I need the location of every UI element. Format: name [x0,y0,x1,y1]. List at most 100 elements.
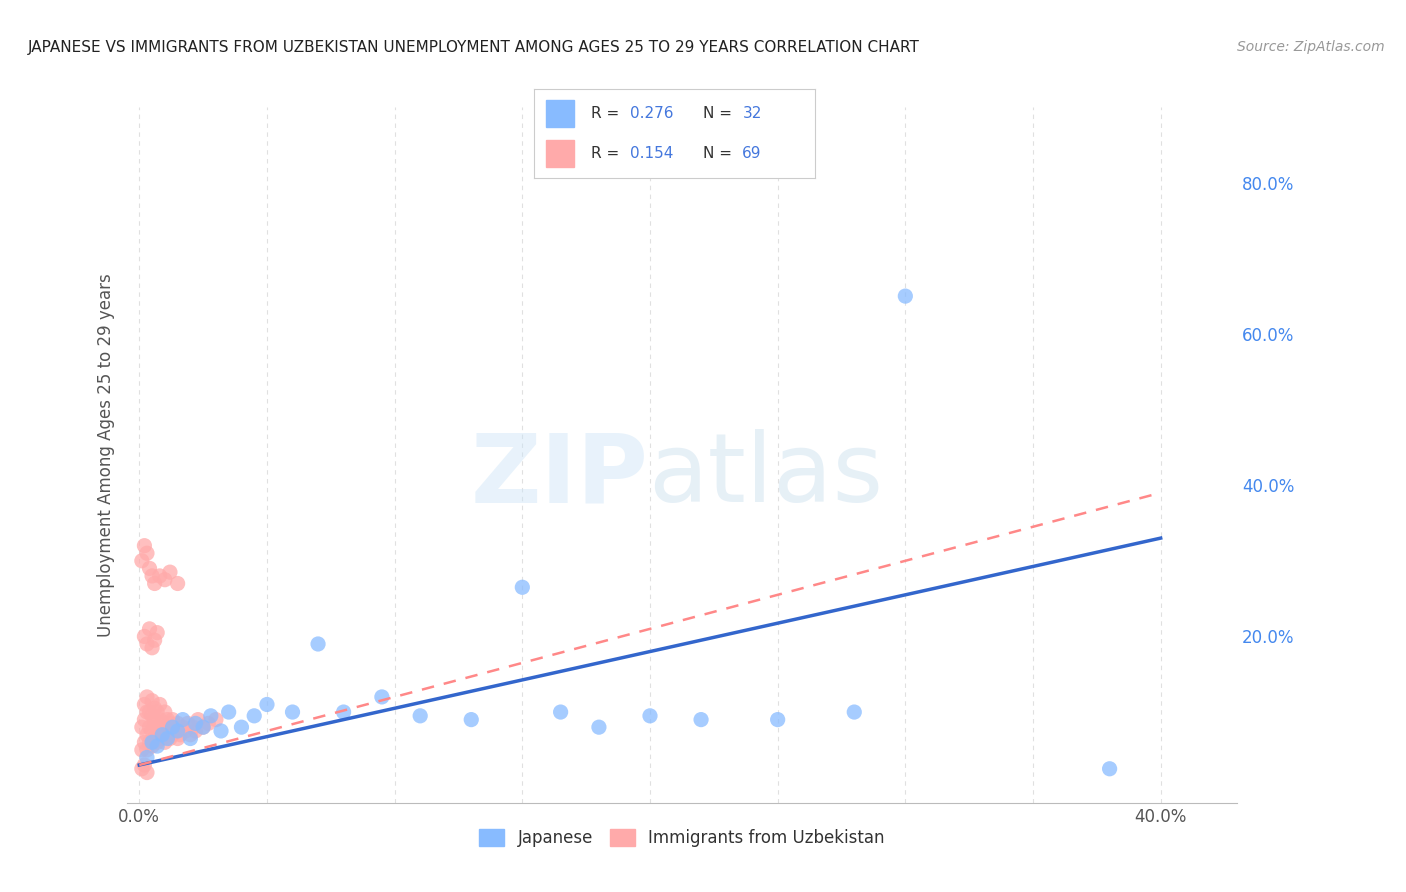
Point [150,731,173,746]
Point [141,708,163,723]
Point [134,713,156,727]
Point [138,561,160,575]
Point [409,708,432,723]
Point [156,731,179,746]
Point [149,698,172,712]
Point [172,720,194,734]
Legend: Japanese, Immigrants from Uzbekistan: Japanese, Immigrants from Uzbekistan [472,822,891,854]
Point [166,576,188,591]
Point [156,713,179,727]
Point [141,640,163,655]
Point [138,622,160,636]
Point [209,723,232,738]
Text: N =: N = [703,106,737,120]
Point [134,758,156,772]
Text: JAPANESE VS IMMIGRANTS FROM UZBEKISTAN UNEMPLOYMENT AMONG AGES 25 TO 29 YEARS CO: JAPANESE VS IMMIGRANTS FROM UZBEKISTAN U… [28,40,920,55]
Point [162,713,184,727]
Point [159,565,181,579]
Point [136,750,159,764]
Point [184,723,207,738]
Bar [546,100,574,127]
Point [894,289,917,303]
Point [153,720,176,734]
Point [150,728,173,742]
Point [143,716,166,731]
Point [307,637,329,651]
Point [1098,762,1121,776]
Point [153,573,176,587]
Point [174,723,197,738]
Point [141,739,163,753]
Point [159,731,181,746]
Point [243,708,266,723]
Point [141,735,163,749]
Point [179,728,201,742]
Point [136,637,159,651]
Point [166,731,188,746]
Point [179,731,201,746]
Point [510,580,533,594]
Point [134,629,156,643]
Point [143,576,166,591]
Point [166,716,188,731]
Point [281,705,304,719]
Point [550,705,572,719]
Point [690,713,713,727]
Point [136,765,159,780]
Text: 0.276: 0.276 [630,106,673,120]
Point [134,539,156,553]
Point [153,735,176,749]
Point [136,728,159,742]
Point [134,735,156,749]
Point [143,633,166,648]
Point [136,546,159,560]
Text: R =: R = [591,146,624,161]
Point [146,739,169,753]
Text: 69: 69 [742,146,762,161]
Point [141,569,163,583]
Point [131,554,153,568]
Point [146,705,169,719]
Point [371,690,394,704]
Point [588,720,610,734]
Point [131,762,153,776]
Point [136,743,159,757]
Point [131,743,153,757]
Point [138,720,160,734]
Text: 32: 32 [742,106,762,120]
Point [153,705,176,719]
Point [165,723,187,738]
Text: atlas: atlas [648,429,884,523]
Point [162,728,184,742]
Point [231,720,253,734]
Text: N =: N = [703,146,737,161]
Point [460,713,482,727]
Point [187,713,209,727]
Point [156,728,179,742]
Point [150,716,173,731]
Point [172,713,194,727]
Point [200,708,222,723]
Point [146,720,169,734]
Point [138,705,160,719]
Point [143,731,166,746]
Point [146,735,169,749]
Point [166,723,188,738]
Text: R =: R = [591,106,624,120]
Point [134,698,156,712]
Point [149,713,172,727]
Point [141,723,163,738]
Point [205,713,228,727]
Point [177,716,200,731]
Point [218,705,240,719]
Point [184,716,207,731]
Bar [546,140,574,167]
Point [256,698,278,712]
Point [169,728,191,742]
Point [141,694,163,708]
Point [191,720,214,734]
Point [143,701,166,715]
Point [844,705,866,719]
Point [131,720,153,734]
Point [332,705,354,719]
